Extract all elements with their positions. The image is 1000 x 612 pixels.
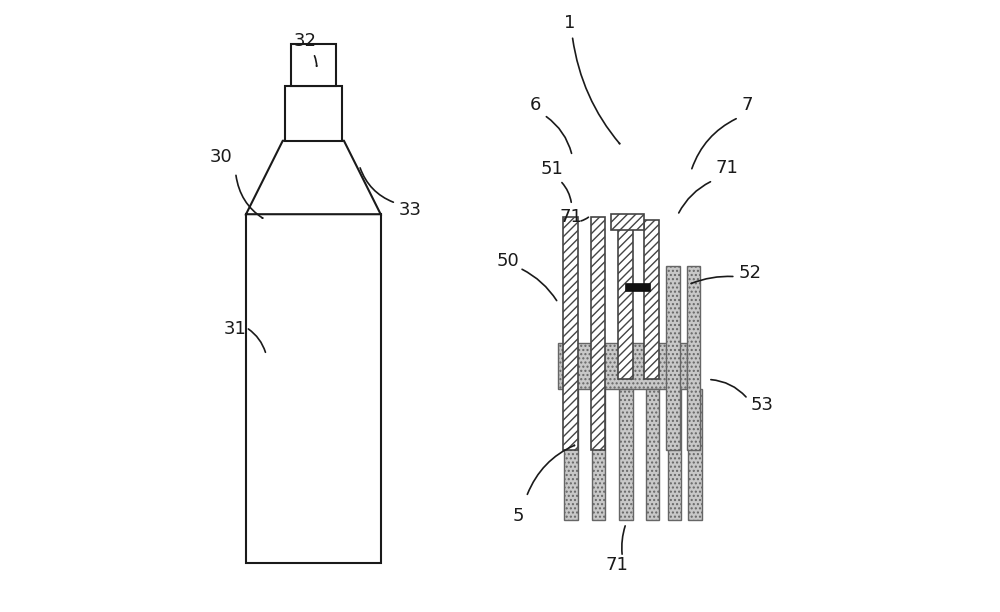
Text: 33: 33 — [399, 201, 422, 220]
Text: 52: 52 — [739, 264, 762, 283]
Bar — [666, 266, 680, 450]
Text: 5: 5 — [512, 507, 524, 526]
Bar — [291, 44, 336, 86]
Bar — [592, 389, 605, 520]
Bar — [285, 86, 342, 141]
Bar — [558, 343, 687, 389]
Bar — [564, 389, 578, 520]
Bar — [688, 389, 702, 520]
Text: 31: 31 — [223, 319, 246, 338]
Bar — [687, 266, 700, 450]
Text: 71: 71 — [605, 556, 628, 575]
Bar — [563, 217, 578, 450]
Polygon shape — [246, 141, 381, 214]
Bar — [646, 389, 659, 520]
Text: 71: 71 — [560, 207, 583, 226]
Bar — [611, 214, 644, 230]
Bar — [644, 220, 659, 379]
Bar — [246, 214, 381, 563]
Bar — [619, 389, 633, 520]
Text: 32: 32 — [294, 32, 317, 50]
Bar — [591, 217, 605, 450]
Text: 1: 1 — [564, 13, 576, 32]
Text: 53: 53 — [751, 396, 774, 414]
Text: 50: 50 — [497, 252, 520, 271]
Text: 6: 6 — [529, 96, 541, 114]
Text: 71: 71 — [715, 159, 738, 177]
Text: 51: 51 — [541, 160, 564, 179]
Bar — [618, 220, 633, 379]
Text: 7: 7 — [742, 96, 753, 114]
Bar — [668, 389, 681, 520]
Bar — [625, 283, 650, 291]
Text: 30: 30 — [209, 148, 232, 166]
